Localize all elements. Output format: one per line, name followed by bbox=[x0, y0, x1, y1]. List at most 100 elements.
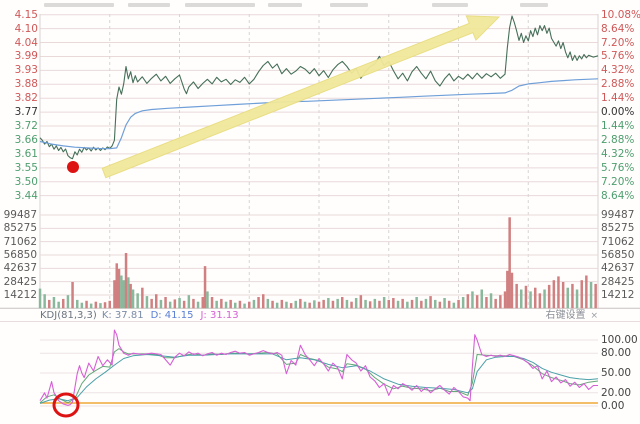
volume-bar bbox=[589, 282, 593, 309]
volume-axis-label-left: 14212 bbox=[3, 288, 37, 301]
volume-bar bbox=[359, 295, 363, 309]
volume-bar bbox=[471, 291, 474, 309]
volume-bar bbox=[594, 283, 597, 309]
volume-bar bbox=[345, 299, 349, 309]
volume-bar bbox=[285, 301, 288, 309]
settings-label[interactable]: 右键设置 bbox=[545, 310, 586, 321]
volume-bar bbox=[510, 272, 514, 309]
volume-bar bbox=[127, 277, 130, 309]
volume-bar bbox=[447, 300, 451, 309]
volume-bar bbox=[234, 302, 237, 309]
volume-axis-label-right: 56850 bbox=[601, 248, 635, 261]
volume-axis-label-left: 56850 bbox=[3, 248, 37, 261]
volume-bar bbox=[168, 301, 172, 309]
volume-bar bbox=[136, 293, 139, 309]
close-icon[interactable]: × bbox=[590, 311, 598, 321]
kdj-d-value: D: 41.15 bbox=[150, 310, 194, 321]
percent-axis-label: 2.88% bbox=[601, 133, 635, 146]
volume-bar bbox=[354, 298, 358, 309]
volume-bar bbox=[438, 301, 442, 309]
volume-bar bbox=[131, 289, 135, 309]
volume-bar bbox=[145, 296, 149, 309]
right-click-settings-button[interactable]: 右键设置 × bbox=[545, 309, 598, 323]
volume-bar bbox=[120, 275, 123, 309]
volume-bar bbox=[387, 299, 390, 309]
price-axis-label: 3.88 bbox=[14, 78, 38, 91]
volume-bar bbox=[210, 297, 214, 309]
volume-bar bbox=[238, 300, 242, 309]
kdj-indicator-title: KDJ(81,3,3) bbox=[40, 310, 97, 321]
volume-bar bbox=[229, 299, 232, 309]
kdj-axis-label: 80.00 bbox=[601, 347, 632, 360]
volume-bar bbox=[124, 253, 128, 309]
price-axis-label: 3.77 bbox=[14, 106, 38, 119]
volume-bar bbox=[164, 297, 167, 309]
volume-bar bbox=[373, 298, 377, 309]
header-text-fragment bbox=[330, 3, 368, 7]
volume-bar bbox=[489, 293, 493, 309]
volume-bar bbox=[141, 287, 144, 309]
volume-bar bbox=[173, 299, 177, 309]
percent-axis-label: 4.32% bbox=[601, 64, 635, 77]
volume-bar bbox=[331, 300, 335, 309]
kdj-circle-annotation bbox=[52, 392, 80, 418]
percent-axis-label: 7.20% bbox=[601, 175, 635, 188]
volume-bar bbox=[43, 294, 46, 309]
volume-bar bbox=[434, 299, 437, 309]
price-axis-label: 3.82 bbox=[14, 92, 38, 105]
volume-bar bbox=[534, 287, 537, 309]
kdj-j-value: J: 31.13 bbox=[200, 310, 239, 321]
volume-axis-label-left: 42637 bbox=[3, 262, 37, 275]
volume-bar bbox=[257, 297, 260, 309]
volume-bar bbox=[57, 301, 60, 309]
volume-bar bbox=[113, 280, 116, 309]
volume-bar bbox=[406, 301, 409, 309]
trend-arrow-annotation bbox=[101, 15, 501, 179]
volume-bar bbox=[499, 295, 502, 309]
volume-bar bbox=[52, 297, 56, 309]
volume-bar bbox=[494, 298, 497, 309]
kdj-axis-label: 100.00 bbox=[601, 334, 638, 346]
percent-axis-label: 8.64% bbox=[601, 22, 635, 35]
volume-axis-label-right: 28425 bbox=[601, 275, 635, 288]
volume-bar bbox=[71, 282, 74, 309]
volume-bar bbox=[443, 298, 446, 309]
header-text-fragment bbox=[520, 3, 548, 7]
volume-bar bbox=[271, 300, 274, 309]
volume-bar bbox=[364, 299, 367, 309]
volume-bar bbox=[299, 298, 302, 309]
volume-bar bbox=[461, 297, 465, 309]
volume-bar bbox=[424, 298, 428, 309]
volume-bar bbox=[38, 288, 42, 309]
volume-bar bbox=[182, 300, 186, 309]
volume-bar bbox=[89, 303, 93, 309]
kdj-axis-label: 20.00 bbox=[601, 386, 632, 399]
volume-bar bbox=[410, 299, 414, 309]
volume-bar bbox=[129, 283, 132, 309]
volume-axis-label-right: 99487 bbox=[601, 209, 635, 221]
volume-axis-label-right: 14212 bbox=[601, 288, 635, 301]
volume-axis-label-right: 71062 bbox=[601, 235, 635, 248]
volume-bar bbox=[566, 287, 569, 309]
volume-bar bbox=[76, 299, 79, 309]
percent-axis-label: 1.44% bbox=[601, 92, 635, 105]
volume-bar bbox=[66, 295, 70, 309]
volume-bar bbox=[201, 297, 204, 309]
price-axis-label: 4.10 bbox=[14, 22, 38, 35]
volume-bar bbox=[575, 289, 579, 309]
volume-bar bbox=[115, 263, 118, 309]
volume-bar bbox=[571, 283, 574, 309]
volume-bar bbox=[457, 299, 460, 309]
volume-bar bbox=[543, 289, 546, 309]
header-text-fragment bbox=[185, 3, 255, 7]
volume-bar bbox=[150, 298, 153, 309]
volume-bar bbox=[192, 298, 195, 309]
volume-bar bbox=[480, 289, 483, 309]
percent-axis-label: 5.76% bbox=[601, 50, 635, 63]
volume-bar bbox=[248, 301, 251, 309]
header-text-fragment bbox=[128, 3, 170, 7]
volume-bar bbox=[322, 299, 325, 309]
volume-bar bbox=[280, 299, 284, 309]
